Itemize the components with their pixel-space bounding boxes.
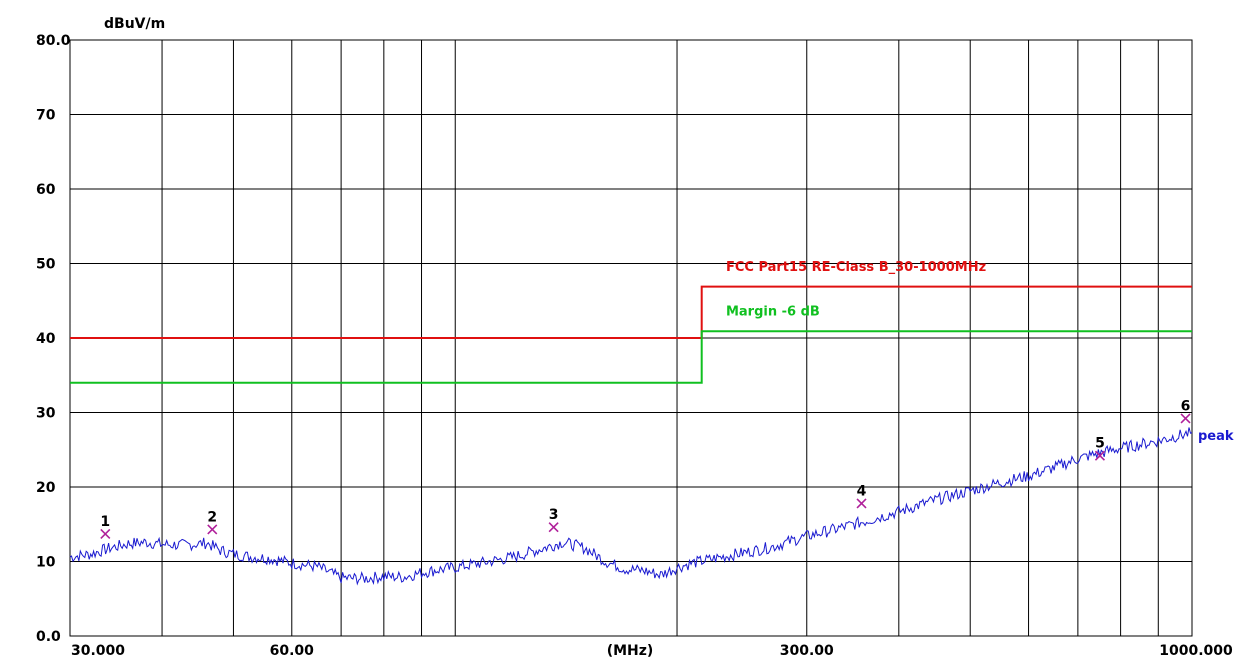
marker-layer: 1 2 3 4 5 6 — [100, 398, 1191, 540]
annotation-label: peak — [1198, 429, 1234, 444]
x-tick-label: 30.000 — [71, 643, 125, 659]
series-line — [70, 285, 1192, 339]
annotation-label: Margin -6 dB — [726, 305, 820, 320]
y-tick-labels: 0.0 10 20 30 40 50 60 70 80.0 — [36, 33, 71, 645]
grid — [69, 39, 1193, 637]
y-tick-label: 30 — [36, 406, 56, 422]
y-tick-label: 0.0 — [36, 629, 61, 645]
y-tick-label: 70 — [36, 108, 56, 124]
peak-marker: 1 — [100, 514, 111, 540]
x-tick-label: 1000.000 — [1159, 643, 1233, 659]
marker-cross — [1094, 450, 1106, 461]
series-line — [69, 427, 1193, 586]
marker-cross — [856, 498, 867, 509]
y-tick-label: 50 — [36, 257, 56, 273]
marker-label: 2 — [207, 509, 217, 525]
y-tick-label: 80.0 — [36, 33, 71, 49]
peak-marker: 6 — [1180, 398, 1191, 424]
peak-marker: 4 — [856, 483, 867, 509]
annotation-label: FCC Part15 RE-Class B_30-1000MHz — [726, 260, 986, 275]
y-tick-label: 10 — [36, 555, 56, 571]
marker-label: 4 — [857, 483, 867, 499]
peak-marker: 3 — [548, 507, 559, 533]
marker-label: 1 — [100, 514, 110, 530]
peak-marker: 2 — [207, 509, 218, 535]
marker-label: 5 — [1095, 436, 1105, 452]
series-line — [70, 330, 1192, 384]
annotation-layer: FCC Part15 RE-Class B_30-1000MHz Margin -… — [726, 260, 1234, 444]
marker-label: 3 — [549, 507, 559, 523]
series-layer — [69, 285, 1193, 586]
y-tick-label: 60 — [36, 182, 56, 198]
marker-cross — [1180, 413, 1191, 424]
marker-label: 6 — [1181, 398, 1191, 414]
marker-cross — [100, 528, 111, 540]
y-tick-label: 40 — [36, 331, 56, 347]
marker-cross — [548, 522, 559, 533]
x-tick-labels: 30.000 60.00 300.00 1000.000 — [71, 643, 1233, 659]
x-tick-label: 60.00 — [270, 643, 315, 659]
y-tick-label: 20 — [36, 480, 56, 496]
x-axis-label: (MHz) — [607, 643, 654, 659]
y-axis-label: dBuV/m — [104, 16, 165, 32]
marker-cross — [207, 524, 218, 535]
peak-marker: 5 — [1094, 436, 1106, 461]
x-tick-label: 300.00 — [780, 643, 834, 659]
